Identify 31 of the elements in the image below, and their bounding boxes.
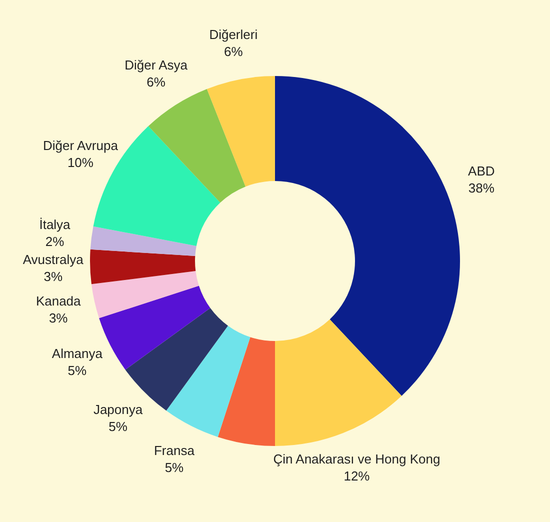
slice-label: Diğerleri [209, 26, 258, 42]
donut-slice [275, 76, 460, 396]
data-label: 5% [164, 460, 184, 475]
data-label: 5% [108, 418, 128, 434]
data-label: 38% [468, 180, 495, 196]
slice-label: Diğer Asya [124, 58, 188, 73]
donut-slice [148, 88, 246, 203]
slice-label: Japonya [93, 402, 144, 417]
slice-label: ABD [468, 163, 495, 178]
donut-slice [90, 249, 196, 284]
donut-slice [90, 226, 196, 256]
data-label: 6% [146, 74, 166, 90]
donut-slice [206, 76, 275, 187]
data-label: 3% [44, 268, 63, 284]
slice-label: İtalya [39, 217, 72, 232]
slice-label: Fransa [154, 442, 196, 458]
slice-label: Kanada [36, 293, 82, 308]
data-label: 2% [45, 234, 65, 250]
slice-label: Diğer Avrupa [43, 138, 119, 154]
data-label: 5% [68, 362, 88, 378]
slice-label: Avustralya [22, 252, 84, 267]
data-label: 6% [224, 44, 244, 59]
donut-slice [91, 271, 199, 318]
slice-label: Almanya [52, 346, 104, 361]
donut-slice [275, 319, 402, 446]
donut-slice [218, 337, 275, 446]
data-label: 10% [67, 155, 94, 170]
data-label: 12% [344, 468, 370, 484]
donut-slice [166, 326, 250, 437]
data-label: 3% [48, 310, 68, 326]
slice-label: Çin Anakarası ve Hong Kong [273, 451, 440, 466]
